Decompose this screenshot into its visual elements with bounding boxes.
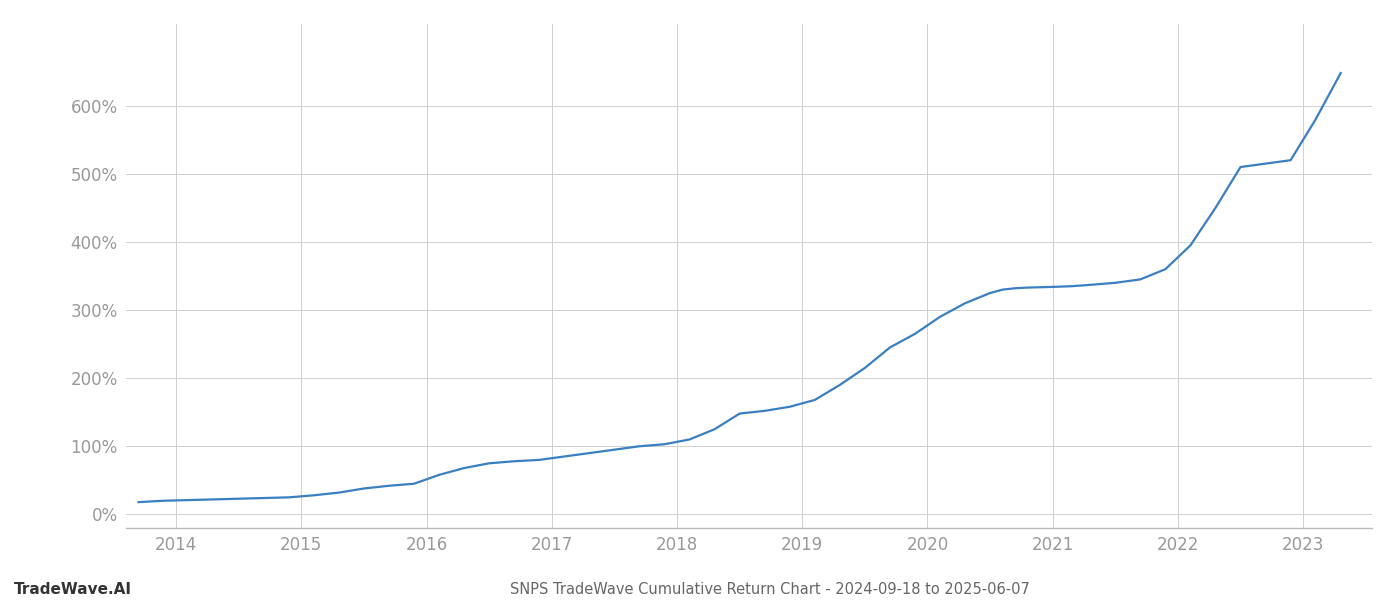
Text: SNPS TradeWave Cumulative Return Chart - 2024-09-18 to 2025-06-07: SNPS TradeWave Cumulative Return Chart -… [510, 582, 1030, 597]
Text: TradeWave.AI: TradeWave.AI [14, 582, 132, 597]
